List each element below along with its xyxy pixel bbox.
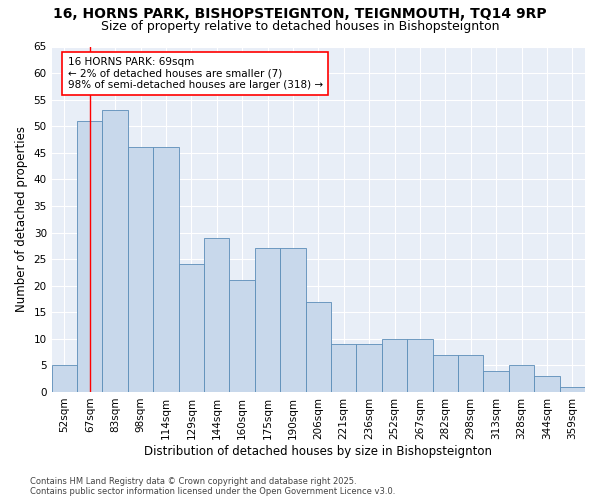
Bar (433, 355, 458, 392)
Bar (305, 302, 331, 392)
Text: 16 HORNS PARK: 69sqm
← 2% of detached houses are smaller (7)
98% of semi-detache: 16 HORNS PARK: 69sqm ← 2% of detached ho… (68, 57, 323, 90)
Bar (331, 344, 356, 392)
Bar (179, 264, 204, 392)
Bar (509, 366, 534, 392)
Bar (229, 280, 255, 392)
Y-axis label: Number of detached properties: Number of detached properties (15, 126, 28, 312)
Bar (560, 386, 585, 392)
Bar (356, 344, 382, 392)
Text: 16, HORNS PARK, BISHOPSTEIGNTON, TEIGNMOUTH, TQ14 9RP: 16, HORNS PARK, BISHOPSTEIGNTON, TEIGNMO… (53, 8, 547, 22)
Bar (458, 355, 484, 392)
Bar (103, 110, 128, 392)
Bar (52, 366, 77, 392)
Bar (534, 376, 560, 392)
X-axis label: Distribution of detached houses by size in Bishopsteignton: Distribution of detached houses by size … (145, 444, 493, 458)
Bar (128, 148, 153, 392)
Text: Size of property relative to detached houses in Bishopsteignton: Size of property relative to detached ho… (101, 20, 499, 33)
Bar (77, 121, 103, 392)
Text: Contains HM Land Registry data © Crown copyright and database right 2025.
Contai: Contains HM Land Registry data © Crown c… (30, 476, 395, 496)
Bar (382, 339, 407, 392)
Bar (407, 339, 433, 392)
Bar (255, 248, 280, 392)
Bar (484, 370, 509, 392)
Bar (280, 248, 305, 392)
Bar (153, 148, 179, 392)
Bar (204, 238, 229, 392)
